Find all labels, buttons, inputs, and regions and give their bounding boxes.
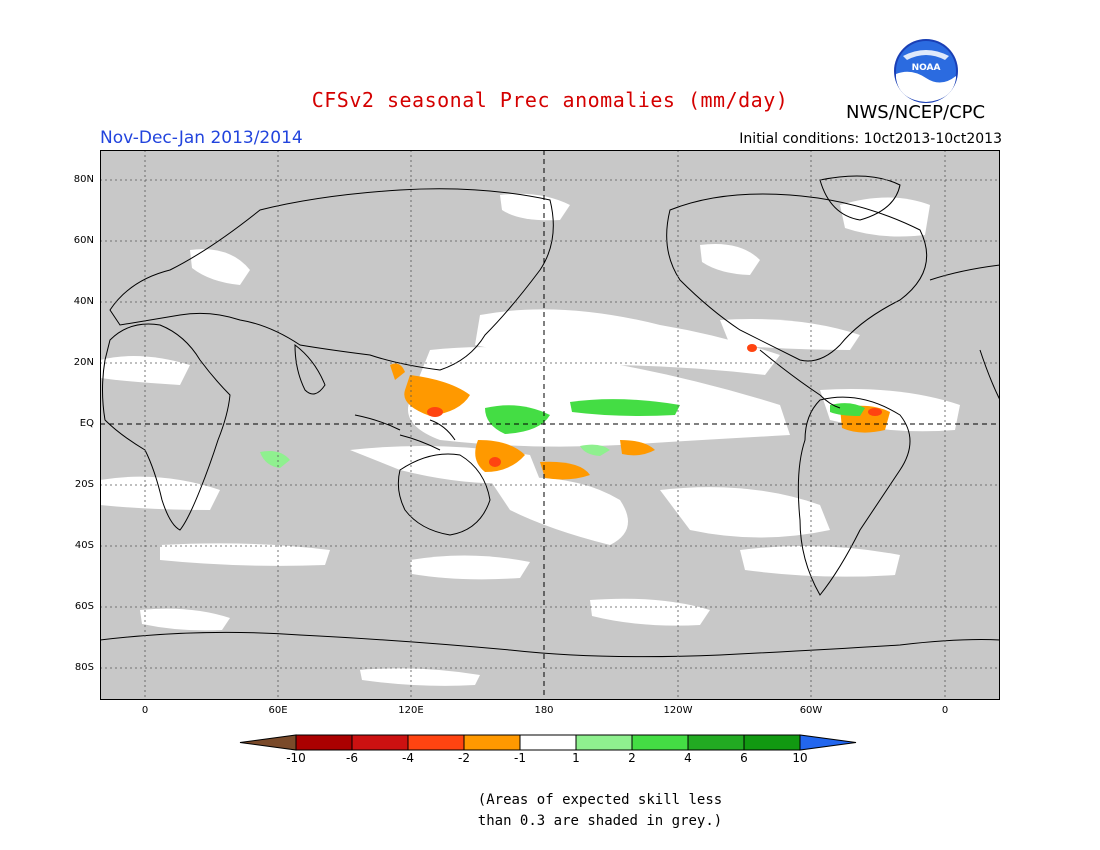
colorbar-label: -2 <box>458 751 470 765</box>
lon-label: 120E <box>398 705 424 716</box>
lat-label: 80N <box>73 174 94 185</box>
colorbar-segment <box>407 734 465 751</box>
lat-label: 20N <box>73 357 94 368</box>
lat-label: 80S <box>74 662 94 673</box>
skill-note-line1: (Areas of expected skill less <box>477 792 723 808</box>
colorbar-label: 2 <box>628 751 636 765</box>
grid-lines <box>100 150 1000 700</box>
colorbar-segment <box>631 734 689 751</box>
svg-text:NOAA: NOAA <box>912 63 941 73</box>
colorbar-arrow-high <box>799 734 857 751</box>
lat-label: 20S <box>74 479 94 490</box>
strong-negative-anomaly-areas <box>427 344 882 467</box>
colorbar-label: -1 <box>514 751 526 765</box>
lat-label: 60N <box>73 235 94 246</box>
lon-label: 120W <box>663 705 693 716</box>
colorbar-segment <box>687 734 745 751</box>
lon-label: 60W <box>799 705 823 716</box>
coastlines <box>100 175 1000 658</box>
colorbar-segment <box>575 734 633 751</box>
precip-anomaly-map <box>100 150 1000 700</box>
colorbar-segment <box>743 734 801 751</box>
lon-label: 180 <box>534 705 554 716</box>
negative-anomaly-areas <box>390 363 890 480</box>
lat-label: 40N <box>73 296 94 307</box>
colorbar-label: -6 <box>346 751 358 765</box>
colorbar-arrow-low <box>239 734 297 751</box>
initial-conditions-label: Initial conditions: 10ct2013-10ct2013 <box>739 131 1002 147</box>
colorbar-label: -4 <box>402 751 414 765</box>
colorbar-segment <box>463 734 521 751</box>
colorbar <box>239 734 857 751</box>
lon-label: 0 <box>141 705 149 716</box>
lon-label: 60E <box>268 705 288 716</box>
colorbar-segment <box>519 734 577 751</box>
lon-label: 0 <box>941 705 949 716</box>
lat-label: EQ <box>79 418 94 429</box>
lat-label: 60S <box>74 601 94 612</box>
positive-anomaly-areas <box>485 399 865 434</box>
colorbar-segment <box>295 734 353 751</box>
agency-label: NWS/NCEP/CPC <box>846 102 986 123</box>
colorbar-label: -10 <box>286 751 306 765</box>
colorbar-label: 4 <box>684 751 692 765</box>
noaa-logo-icon: NOAA <box>894 39 958 103</box>
colorbar-segment <box>351 734 409 751</box>
lat-label: 40S <box>74 540 94 551</box>
chart-title: CFSv2 seasonal Prec anomalies (mm/day) <box>311 88 789 112</box>
skill-note-line2: than 0.3 are shaded in grey.) <box>477 813 723 829</box>
colorbar-label: 1 <box>572 751 580 765</box>
colorbar-label: 6 <box>740 751 748 765</box>
weak-positive-anomaly-areas <box>260 444 610 468</box>
colorbar-label: 10 <box>792 751 808 765</box>
season-label: Nov-Dec-Jan 2013/2014 <box>100 128 303 148</box>
